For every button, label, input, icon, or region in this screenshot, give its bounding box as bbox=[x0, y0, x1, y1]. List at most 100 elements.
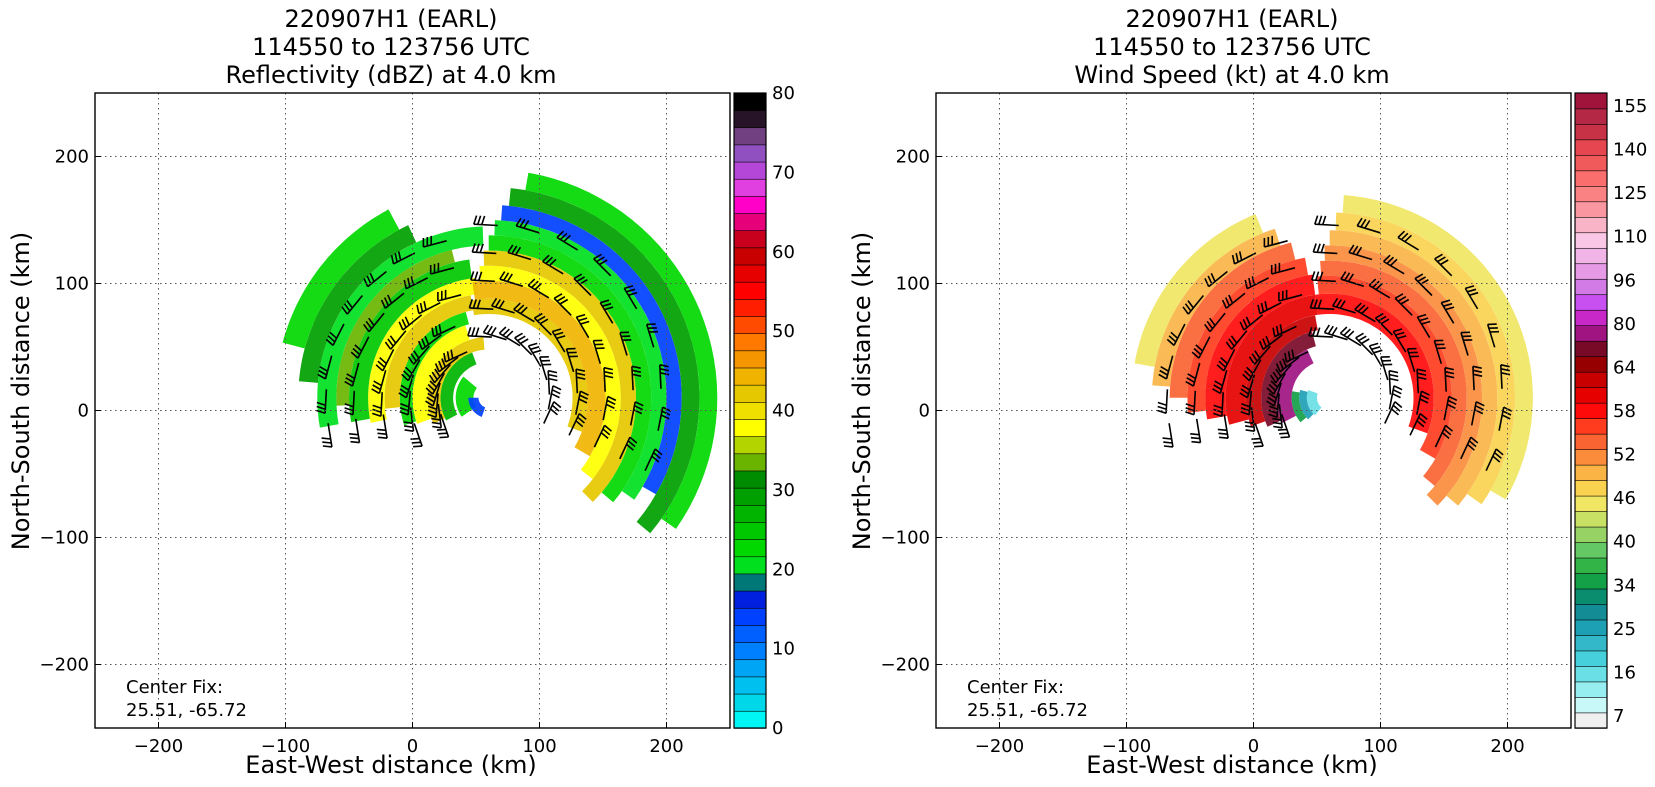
wind-barb bbox=[499, 271, 524, 287]
title-line-1: 220907H1 (EARL) bbox=[285, 5, 498, 33]
wind-barb bbox=[436, 414, 450, 439]
colorbar-swatch bbox=[1574, 123, 1608, 141]
colorbar-tick-label: 0 bbox=[772, 718, 783, 739]
wind-barb bbox=[533, 312, 552, 336]
wind-barb bbox=[1239, 314, 1264, 331]
colorbar-tick-label: 64 bbox=[1613, 357, 1636, 378]
x-axis-label: East-West distance (km) bbox=[245, 751, 536, 779]
colorbar-swatch bbox=[733, 401, 767, 420]
wind-barb bbox=[467, 326, 492, 338]
title-line-1: 220907H1 (EARL) bbox=[1126, 5, 1339, 33]
colorbar-swatch bbox=[733, 350, 767, 369]
wind-barb bbox=[1162, 423, 1174, 448]
wind-barb bbox=[1464, 285, 1479, 310]
colorbar-swatch bbox=[733, 92, 767, 111]
colorbar-swatch bbox=[1574, 681, 1608, 698]
wind-barb bbox=[1485, 448, 1504, 472]
wind-barb bbox=[1414, 273, 1433, 297]
colorbar-swatch bbox=[733, 127, 767, 146]
wind-barb bbox=[631, 365, 642, 391]
wind-barb bbox=[1409, 412, 1428, 436]
wind-barb bbox=[321, 423, 333, 448]
wind-barb bbox=[659, 364, 670, 389]
wind-barb bbox=[1444, 366, 1455, 392]
x-tick-label: −200 bbox=[134, 736, 183, 757]
colorbar-swatch bbox=[733, 229, 767, 249]
colorbar-swatch bbox=[1574, 92, 1608, 110]
wind-barb bbox=[399, 390, 412, 416]
colorbar-swatch bbox=[1574, 340, 1608, 357]
echo-band bbox=[494, 220, 667, 500]
wind-barb bbox=[644, 448, 663, 472]
colorbar-swatch bbox=[1574, 232, 1608, 249]
wind-barb bbox=[325, 323, 345, 346]
wind-barb bbox=[470, 271, 495, 283]
echo-band bbox=[384, 295, 474, 409]
wind-barb bbox=[422, 235, 447, 248]
y-tick-label: 200 bbox=[896, 147, 930, 168]
wind-barb bbox=[1383, 254, 1405, 275]
wind-barb bbox=[623, 285, 638, 310]
echo-band bbox=[1329, 230, 1498, 506]
wind-barb bbox=[468, 299, 494, 310]
wind-barb bbox=[556, 230, 579, 251]
colorbar-swatch bbox=[733, 470, 767, 489]
wind-barb bbox=[542, 254, 564, 275]
wind-barb bbox=[429, 262, 455, 275]
colorbar-tick-label: 110 bbox=[1613, 227, 1647, 248]
y-tick-label: −100 bbox=[881, 528, 930, 549]
colorbar-swatch bbox=[1574, 386, 1608, 404]
wind-barb bbox=[547, 369, 558, 395]
wind-barb bbox=[410, 423, 423, 448]
wind-barb bbox=[592, 339, 605, 364]
wind-barb bbox=[1368, 278, 1391, 299]
wind-barb bbox=[1157, 389, 1169, 415]
wind-barb bbox=[372, 392, 383, 417]
title-line-3: Reflectivity (dBZ) at 4.0 km bbox=[226, 61, 557, 89]
wind-barb bbox=[1268, 393, 1280, 419]
echo-band bbox=[471, 298, 588, 432]
grid-lines bbox=[95, 93, 730, 728]
wind-barb bbox=[1263, 235, 1288, 248]
wind-barb bbox=[317, 355, 333, 380]
colorbar-swatch bbox=[733, 298, 767, 317]
colorbar-swatch bbox=[1574, 371, 1608, 388]
wind-barb bbox=[1443, 395, 1458, 421]
wind-barb bbox=[376, 414, 388, 439]
center-fix-label: Center Fix: bbox=[126, 677, 223, 698]
colorbar-swatch bbox=[1574, 541, 1608, 559]
colorbar-tick-label: 96 bbox=[1613, 270, 1636, 291]
wind-barb bbox=[1433, 339, 1446, 364]
wind-barb bbox=[482, 324, 507, 341]
echo-band bbox=[1169, 242, 1296, 398]
x-tick-label: 100 bbox=[522, 736, 556, 757]
echo-band bbox=[1320, 260, 1467, 486]
colorbar-tick-label: 80 bbox=[1613, 314, 1636, 335]
echo-band bbox=[1342, 195, 1533, 500]
colorbar-swatch bbox=[1574, 634, 1608, 652]
wind-barb bbox=[1248, 345, 1271, 365]
y-tick-label: 0 bbox=[78, 401, 89, 422]
wind-barb bbox=[619, 331, 632, 356]
echo-band bbox=[1205, 274, 1316, 420]
x-tick-label: −100 bbox=[1102, 736, 1151, 757]
colorbar-tick-label: 30 bbox=[772, 480, 795, 501]
echo-band bbox=[440, 352, 477, 421]
colorbar-swatch bbox=[733, 504, 767, 523]
wind-barb bbox=[1225, 330, 1248, 350]
reflectivity-plot-area: −200 −100 0 100 200 −200 −100 0 100 200 bbox=[40, 92, 731, 757]
wind-barb bbox=[401, 359, 421, 382]
wind-barb bbox=[1309, 299, 1335, 310]
wind-barb bbox=[1239, 374, 1256, 399]
wind-barb bbox=[1204, 270, 1228, 288]
colorbar-swatch bbox=[733, 195, 767, 214]
wind-barb bbox=[398, 374, 415, 399]
colorbar-swatch bbox=[733, 264, 767, 283]
wind-barb bbox=[1269, 363, 1293, 384]
colorbar-swatch bbox=[1574, 139, 1608, 156]
colorbar-swatch bbox=[733, 659, 767, 678]
wind-barb bbox=[1185, 390, 1197, 416]
wind-barb bbox=[363, 270, 387, 288]
echo-band bbox=[349, 259, 472, 423]
